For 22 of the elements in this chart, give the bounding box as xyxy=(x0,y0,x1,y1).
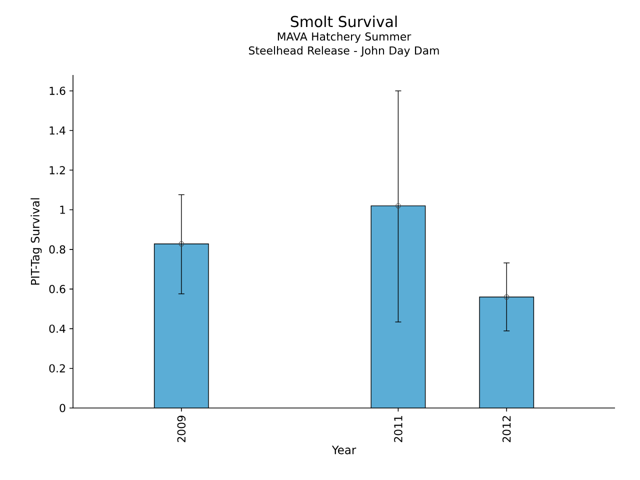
y-tick-label: 0 xyxy=(60,404,66,412)
point xyxy=(396,203,401,208)
y-tick-label: 0.2 xyxy=(49,364,65,372)
x-axis-title: Year xyxy=(332,446,356,454)
y-tick-label: 0.8 xyxy=(49,245,66,254)
y-tick-label: 0.6 xyxy=(49,284,66,294)
y-tick-label: 1 xyxy=(60,206,65,214)
bar xyxy=(479,296,534,408)
y-tick-label: 0.4 xyxy=(49,324,66,333)
y-axis-title: PIT-Tag Survival xyxy=(30,198,42,285)
x-tick-label: 2012 xyxy=(502,416,511,442)
chart-title: Smolt Survival xyxy=(290,16,397,28)
y-tick-label: 1.4 xyxy=(50,126,66,134)
x-tick-label: 2011 xyxy=(394,416,402,442)
y-tick-label: 1.6 xyxy=(50,86,66,95)
chart-subtitle: MAVA Hatchery Summer Steelhead Release - John Day Dam xyxy=(248,32,439,57)
point xyxy=(504,294,510,300)
y-tick-label: 1.2 xyxy=(50,166,65,174)
bar xyxy=(371,206,426,408)
point xyxy=(178,241,184,246)
bar xyxy=(154,244,209,408)
x-tick-label: 2009 xyxy=(177,416,186,442)
